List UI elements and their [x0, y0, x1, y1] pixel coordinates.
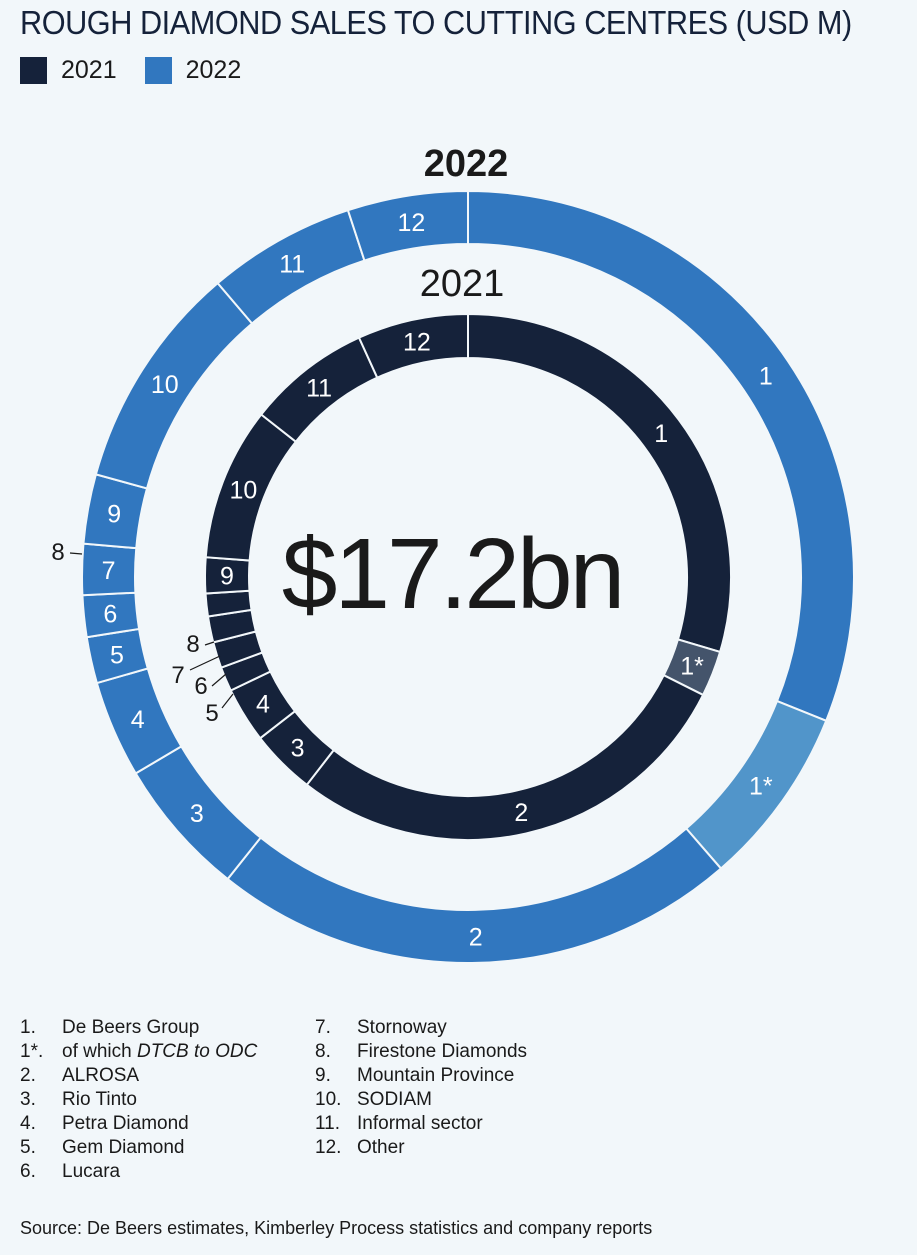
legend-swatch-2022: [144, 57, 172, 84]
key-item: 12. Other: [315, 1136, 527, 1160]
slice-label-2021-1: 1: [654, 420, 668, 448]
key-label: Gem Diamond: [62, 1137, 185, 1158]
callout-label-2021-7: 7: [171, 662, 184, 689]
center-total: $17.2bn: [282, 518, 622, 630]
key-item: 9. Mountain Province: [315, 1064, 527, 1088]
key-item: 1*. of which DTCB to ODC: [20, 1040, 257, 1064]
slice-label-2021-9: 9: [220, 562, 234, 590]
slice-2022-12: [346, 189, 469, 262]
legend-swatch-2021: [20, 57, 47, 84]
callout-line-2021-5: [221, 693, 234, 709]
slice-label-2022-12: 12: [397, 209, 425, 237]
slice-2021-2: [305, 673, 705, 841]
slice-label-2021-4: 4: [256, 691, 270, 719]
key-number: 10.: [315, 1089, 342, 1110]
chart-title: ROUGH DIAMOND SALES TO CUTTING CENTRES (…: [20, 4, 852, 41]
key-number: 5.: [20, 1137, 36, 1158]
callout-label-2021-8: 8: [186, 631, 199, 658]
key-number: 11.: [315, 1113, 341, 1134]
key-number: 4.: [20, 1113, 36, 1134]
legend-item-2021: 2021: [20, 56, 117, 85]
slice-label-2022-2: 2: [469, 923, 483, 951]
slice-label-2021-2: 2: [514, 799, 528, 827]
key-label: Lucara: [62, 1161, 121, 1182]
slice-2021-12: [357, 312, 469, 380]
callout-line-2021-6: [211, 673, 227, 687]
key-label: ALROSA: [62, 1065, 140, 1086]
slice-label-2022-3: 3: [190, 800, 204, 828]
key-number: 2.: [20, 1065, 36, 1086]
key-label: SODIAM: [357, 1089, 432, 1110]
ring-title-2021: 2021: [420, 263, 505, 305]
key-item: 3. Rio Tinto: [20, 1088, 257, 1112]
key-item: 10. SODIAM: [315, 1088, 527, 1112]
key-item: 11. Informal sector: [315, 1112, 527, 1136]
ring-2021: 1 1* 2 34 9 10 11 12: [204, 312, 732, 841]
key-label: Mountain Province: [357, 1065, 515, 1086]
slice-label-2022-9: 9: [107, 500, 121, 528]
key-number: 6.: [20, 1161, 36, 1182]
callout-line-2022-8: [69, 552, 83, 555]
slice-label-2021-1*: 1*: [680, 653, 704, 681]
legend: 2021 2022: [20, 56, 269, 85]
key-right: 7. Stornoway 8. Firestone Diamonds 9. Mountai…: [315, 1016, 527, 1160]
key-number: 1*.: [20, 1041, 44, 1062]
slice-label-2022-1*: 1*: [749, 773, 773, 801]
slice-label-2022-5: 5: [110, 642, 124, 670]
slice-label-2022-11: 11: [279, 250, 305, 278]
slice-label-2022-6: 6: [103, 601, 117, 629]
callout-line-2021-8: [204, 641, 215, 646]
key-item: 1. De Beers Group: [20, 1016, 257, 1040]
key-number: 8.: [315, 1041, 331, 1062]
key-item: 7. Stornoway: [315, 1016, 527, 1040]
callout-label-2021-6: 6: [194, 673, 207, 700]
key-number: 9.: [315, 1065, 331, 1086]
slice-label-2022-4: 4: [131, 706, 145, 734]
key-label: Firestone Diamonds: [357, 1041, 528, 1062]
key-label: Informal sector: [357, 1113, 483, 1134]
callout-line-2021-7: [189, 655, 221, 671]
key-item: 6. Lucara: [20, 1160, 257, 1184]
key-label: Stornoway: [357, 1017, 447, 1038]
key-item: 5. Gem Diamond: [20, 1136, 257, 1160]
legend-label-2022: 2022: [185, 56, 242, 84]
key-number: 12.: [315, 1137, 342, 1158]
key-number: 3.: [20, 1089, 36, 1110]
key-label: Other: [357, 1137, 405, 1158]
key-number: 7.: [315, 1017, 331, 1038]
legend-item-2022: 2022: [144, 56, 242, 85]
source-note: Source: De Beers estimates, Kimberley Pr…: [20, 1218, 653, 1238]
key-label: Petra Diamond: [62, 1113, 189, 1134]
slice-label-2022-7: 7: [102, 557, 116, 585]
key-label-prefix: of which: [62, 1041, 137, 1062]
key-item: 8. Firestone Diamonds: [315, 1040, 527, 1064]
slice-label-2021-10: 10: [229, 477, 257, 505]
key-label: De Beers Group: [62, 1017, 200, 1038]
legend-label-2021: 2021: [61, 56, 117, 84]
key-number: 1.: [20, 1017, 36, 1038]
key-left: 1. De Beers Group 1*. of which DTCB to ODC 2…: [20, 1016, 257, 1184]
callouts: 887 65: [51, 539, 234, 727]
key-label: Rio Tinto: [62, 1089, 137, 1110]
slice-label-2022-10: 10: [151, 371, 179, 399]
slice-label-2021-11: 11: [306, 375, 332, 403]
key-label: of which DTCB to ODC: [62, 1040, 257, 1064]
ring-title-2022: 2022: [424, 143, 509, 185]
callout-label-2021-5: 5: [205, 700, 218, 727]
key-label-italic: DTCB to ODC: [136, 1041, 258, 1062]
slice-label-2021-3: 3: [291, 734, 305, 762]
key-item: 2. ALROSA: [20, 1064, 257, 1088]
slice-label-2021-12: 12: [403, 328, 431, 356]
key-item: 4. Petra Diamond: [20, 1112, 257, 1136]
slice-label-2022-1: 1: [759, 363, 773, 391]
callout-label-2022-8: 8: [51, 539, 64, 566]
